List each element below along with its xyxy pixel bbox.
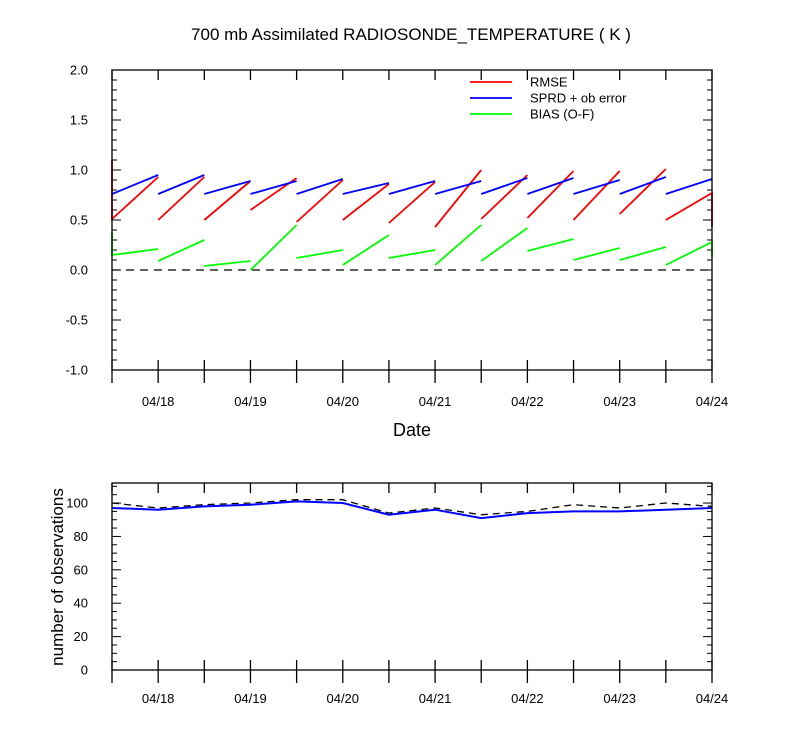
y-axis-label: number of observations (48, 488, 67, 666)
x-tick-label: 04/23 (603, 691, 636, 706)
y-tick-label: 0 (81, 663, 88, 678)
y-tick-label: 80 (74, 529, 88, 544)
series-segment (434, 224, 482, 266)
x-tick-label: 04/22 (511, 394, 544, 409)
series-segment (619, 246, 667, 261)
bottom-plot-area: 04/18 04/19 04/20 04/21 04/22 04/23 04/24 0 20 40… (66, 483, 728, 706)
x-axis-label: Date (393, 420, 431, 440)
series-segment (342, 182, 390, 195)
series-segment (157, 176, 205, 221)
x-tick-label: 04/19 (234, 394, 267, 409)
series-segment (295, 179, 344, 223)
x-tick-label: 04/18 (142, 691, 175, 706)
y-tick-label: 2.0 (70, 63, 88, 78)
series-segment (665, 178, 713, 195)
series-segment (342, 234, 390, 266)
bottom-axes-frame (111, 482, 713, 671)
top-panel: 700 mb Assimilated RADIOSONDE_TEMPERATUR… (66, 25, 729, 440)
y-tick-label: 1.5 (70, 113, 88, 128)
series-segment (619, 168, 667, 215)
legend-label: BIAS (O-F) (530, 107, 594, 122)
series-segment (527, 238, 574, 252)
series-segment (342, 183, 390, 221)
series-segment (527, 177, 574, 195)
x-tick-label: 04/24 (696, 691, 729, 706)
y-tick-label: 1.0 (70, 163, 88, 178)
series-segment (480, 177, 528, 195)
series-segment (204, 260, 251, 267)
series-segment (296, 178, 344, 195)
series-segment (573, 247, 620, 261)
x-tick-label: 04/23 (603, 394, 636, 409)
series-segment (388, 249, 436, 259)
y-tick-label: -1.0 (66, 363, 88, 378)
series-segment (480, 227, 528, 262)
series-segment (388, 181, 436, 224)
y-tick-label: -0.5 (66, 313, 88, 328)
series-segment (111, 174, 159, 195)
x-tick-label: 04/20 (326, 394, 359, 409)
series-segment (388, 180, 436, 195)
series-possible (111, 499, 713, 516)
series-segment (250, 180, 297, 195)
top-axes-frame (111, 69, 713, 371)
series-segment (573, 179, 620, 195)
x-tick-label: 04/24 (696, 394, 729, 409)
y-tick-label: 0.0 (70, 263, 88, 278)
series-segment (572, 170, 621, 221)
series-assimilated (111, 500, 713, 520)
legend-label: SPRD + ob error (530, 91, 627, 106)
legend-label: RMSE (530, 75, 568, 90)
series-segment (204, 180, 251, 195)
x-tick-label: 04/22 (511, 691, 544, 706)
series-segment (434, 180, 482, 195)
x-tick-label: 04/18 (142, 394, 175, 409)
y-tick-label: 0.5 (70, 213, 88, 228)
x-tick-label: 04/21 (419, 691, 452, 706)
bottom-panel: 04/18 04/19 04/20 04/21 04/22 04/23 04/24 0 20 40… (48, 482, 728, 706)
series-segment (249, 224, 298, 271)
x-tick-label: 04/21 (419, 394, 452, 409)
y-tick-label: 60 (74, 562, 88, 577)
series-segment (157, 239, 205, 262)
series-segment (619, 176, 667, 195)
chart-title: 700 mb Assimilated RADIOSONDE_TEMPERATUR… (191, 25, 631, 44)
x-tick-label: 04/19 (234, 691, 267, 706)
series-segment (296, 249, 343, 259)
x-tick-label: 04/20 (326, 691, 359, 706)
y-tick-label: 20 (74, 629, 88, 644)
series-segment (157, 174, 205, 195)
series-segment (480, 174, 529, 220)
series-segment (526, 170, 575, 219)
top-plot-area: 04/18 04/19 04/20 04/21 04/22 04/23 04/24 -1.0 -… (66, 63, 729, 410)
series-segment (434, 169, 482, 228)
series-sprd-ob-error (111, 174, 713, 195)
y-tick-label: 100 (66, 496, 88, 511)
series-segment (203, 180, 252, 221)
y-tick-label: 40 (74, 596, 88, 611)
